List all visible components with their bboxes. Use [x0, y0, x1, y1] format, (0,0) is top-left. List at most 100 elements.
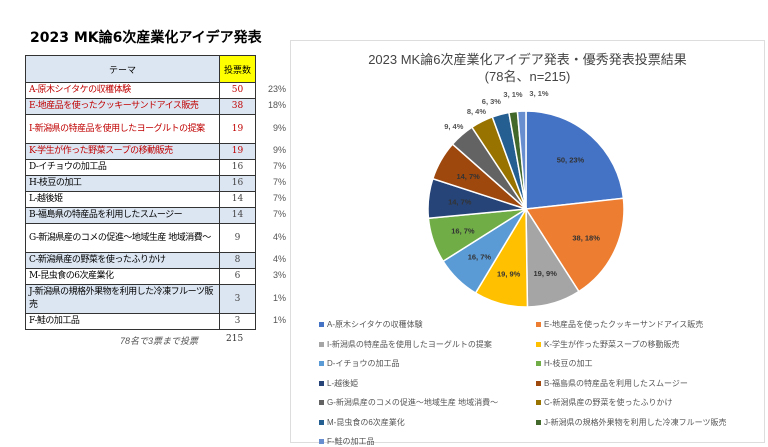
votes-cell: 38	[219, 98, 256, 115]
table-row: C-新潟県産の野菜を使ったふりかけ 8	[25, 252, 256, 269]
table-row: E-地産品を使ったクッキーサンドアイス販売 38	[25, 98, 256, 115]
table-row: A-原木シイタケの収穫体験 50	[25, 82, 256, 99]
legend-swatch	[319, 419, 324, 425]
votes-cell: 19	[219, 114, 256, 144]
legend-item: E-地産品を使ったクッキーサンドアイス販売	[536, 319, 703, 330]
chart-subtitle: (78名、n=215)	[484, 69, 571, 84]
header-theme: テーマ	[25, 55, 220, 83]
table-row: F-鮭の加工品 3	[25, 313, 256, 330]
percent-label: 4%	[272, 254, 286, 264]
legend-label: I-新潟県の特産品を使用したヨーグルトの提案	[327, 339, 492, 349]
table-row: L-越後姫 14	[25, 191, 256, 208]
data-label: 16, 7%	[468, 253, 492, 262]
theme-cell: F-鮭の加工品	[25, 313, 220, 330]
vote-table: テーマ 投票数 A-原木シイタケの収穫体験 50 E-地産品を使ったクッキーサンドアイ…	[25, 55, 256, 330]
theme-cell: G-新潟県産のコメの促進～地域生産 地域消費～	[25, 223, 220, 253]
legend-item: K-学生が作った野菜スープの移動販売	[536, 339, 680, 350]
votes-cell: 3	[219, 313, 256, 330]
legend-item: J-新潟県の規格外果物を利用した冷凍フルーツ販売	[536, 417, 727, 428]
votes-cell: 16	[219, 175, 256, 192]
table-row: I-新潟県の特産品を使用したヨーグルトの提案 19	[25, 114, 256, 144]
table-row: G-新潟県産のコメの促進～地域生産 地域消費～ 9	[25, 223, 256, 253]
legend-label: K-学生が作った野菜スープの移動販売	[544, 339, 680, 349]
legend-swatch	[536, 361, 541, 367]
legend-label: B-福島県の特産品を利用したスムージー	[544, 378, 688, 388]
percent-label: 18%	[267, 100, 286, 110]
legend-swatch	[536, 419, 541, 425]
theme-cell: A-原木シイタケの収穫体験	[25, 82, 220, 99]
theme-cell: C-新潟県産の野菜を使ったふりかけ	[25, 252, 220, 269]
pie-slice	[516, 110, 527, 210]
percent-label: 23%	[267, 84, 286, 94]
legend-item: H-枝豆の加工	[536, 358, 592, 369]
legend-label: E-地産品を使ったクッキーサンドアイス販売	[544, 320, 704, 329]
percent-label: 9%	[272, 122, 286, 133]
table-row: D-イチョウの加工品 16	[25, 159, 256, 176]
data-label: 6, 3%	[482, 97, 502, 106]
vote-note: 78名で3票まで投票	[120, 336, 199, 346]
legend-label: M-昆虫食の6次産業化	[327, 417, 405, 427]
legend-swatch	[536, 380, 541, 386]
legend-swatch	[536, 400, 541, 406]
legend-label: C-新潟県産の野菜を使ったふりかけ	[544, 398, 673, 407]
legend-item: D-イチョウの加工品	[319, 358, 399, 369]
legend-swatch	[319, 439, 324, 445]
percent-label: 1%	[272, 292, 286, 303]
votes-cell: 9	[219, 223, 256, 253]
pie-slice	[525, 110, 625, 210]
theme-cell: H-枝豆の加工	[25, 175, 220, 192]
data-label: 19, 9%	[534, 269, 558, 278]
legend-label: A-原木シイタケの収穫体験	[327, 320, 423, 329]
legend-label: G-新潟県産のコメの促進～地域生産 地域消費～	[327, 398, 499, 407]
data-label: 3, 1%	[529, 89, 549, 98]
table-row: J-新潟県の規格外果物を利用した冷凍フルーツ販売 3	[25, 284, 256, 314]
data-label: 14, 7%	[448, 198, 472, 207]
legend-label: J-新潟県の規格外果物を利用した冷凍フルーツ販売	[544, 417, 727, 427]
data-label: 3, 1%	[503, 90, 523, 99]
legend-item: C-新潟県産の野菜を使ったふりかけ	[536, 397, 672, 408]
percent-label: 7%	[272, 177, 286, 187]
legend-item: L-越後姫	[319, 378, 358, 389]
votes-cell: 50	[219, 82, 256, 99]
votes-cell: 14	[219, 207, 256, 224]
votes-cell: 8	[219, 252, 256, 269]
legend-swatch	[536, 322, 541, 328]
theme-cell: J-新潟県の規格外果物を利用した冷凍フルーツ販売	[25, 284, 220, 314]
data-label: 19, 9%	[497, 269, 521, 278]
data-label: 14, 7%	[456, 172, 480, 181]
legend-swatch	[319, 322, 324, 328]
data-label: 8, 4%	[467, 107, 487, 116]
legend-item: I-新潟県の特産品を使用したヨーグルトの提案	[319, 339, 492, 350]
legend-item: G-新潟県産のコメの促進～地域生産 地域消費～	[319, 397, 498, 408]
legend-item: M-昆虫食の6次産業化	[319, 417, 405, 428]
votes-cell: 3	[219, 284, 256, 314]
votes-cell: 16	[219, 159, 256, 176]
table-row: B-福島県の特産品を利用したスムージー 14	[25, 207, 256, 224]
data-label: 38, 18%	[572, 234, 600, 243]
pie-chart: 50, 23% 38, 18% 19, 9% 19, 9% 16, 7% 16, 7% 14…	[427, 89, 625, 308]
legend-item: B-福島県の特産品を利用したスムージー	[536, 378, 688, 389]
legend-label: F-鮭の加工品	[327, 437, 375, 446]
page-title: 2023 MK論6次産業化アイデア発表	[30, 30, 262, 46]
votes-cell: 6	[219, 268, 256, 285]
table-row: K-学生が作った野菜スープの移動販売 19	[25, 143, 256, 160]
table-row: M-昆虫食の6次産業化 6	[25, 268, 256, 285]
legend-swatch	[319, 361, 324, 367]
theme-cell: I-新潟県の特産品を使用したヨーグルトの提案	[25, 114, 220, 144]
percent-label: 1%	[272, 315, 286, 325]
percent-label: 3%	[272, 270, 286, 280]
percent-label: 9%	[272, 145, 286, 155]
pie-slice	[524, 197, 625, 293]
legend-label: H-枝豆の加工	[544, 359, 593, 368]
percent-label: 7%	[272, 161, 286, 171]
legend-item: A-原木シイタケの収穫体験	[319, 319, 423, 330]
percent-label: 4%	[272, 231, 286, 242]
theme-cell: M-昆虫食の6次産業化	[25, 268, 220, 285]
table-row: H-枝豆の加工 16	[25, 175, 256, 192]
percent-label: 7%	[272, 209, 286, 219]
percent-label: 7%	[272, 193, 286, 203]
votes-cell: 14	[219, 191, 256, 208]
legend-swatch	[319, 400, 324, 406]
theme-cell: D-イチョウの加工品	[25, 159, 220, 176]
theme-cell: B-福島県の特産品を利用したスムージー	[25, 207, 220, 224]
